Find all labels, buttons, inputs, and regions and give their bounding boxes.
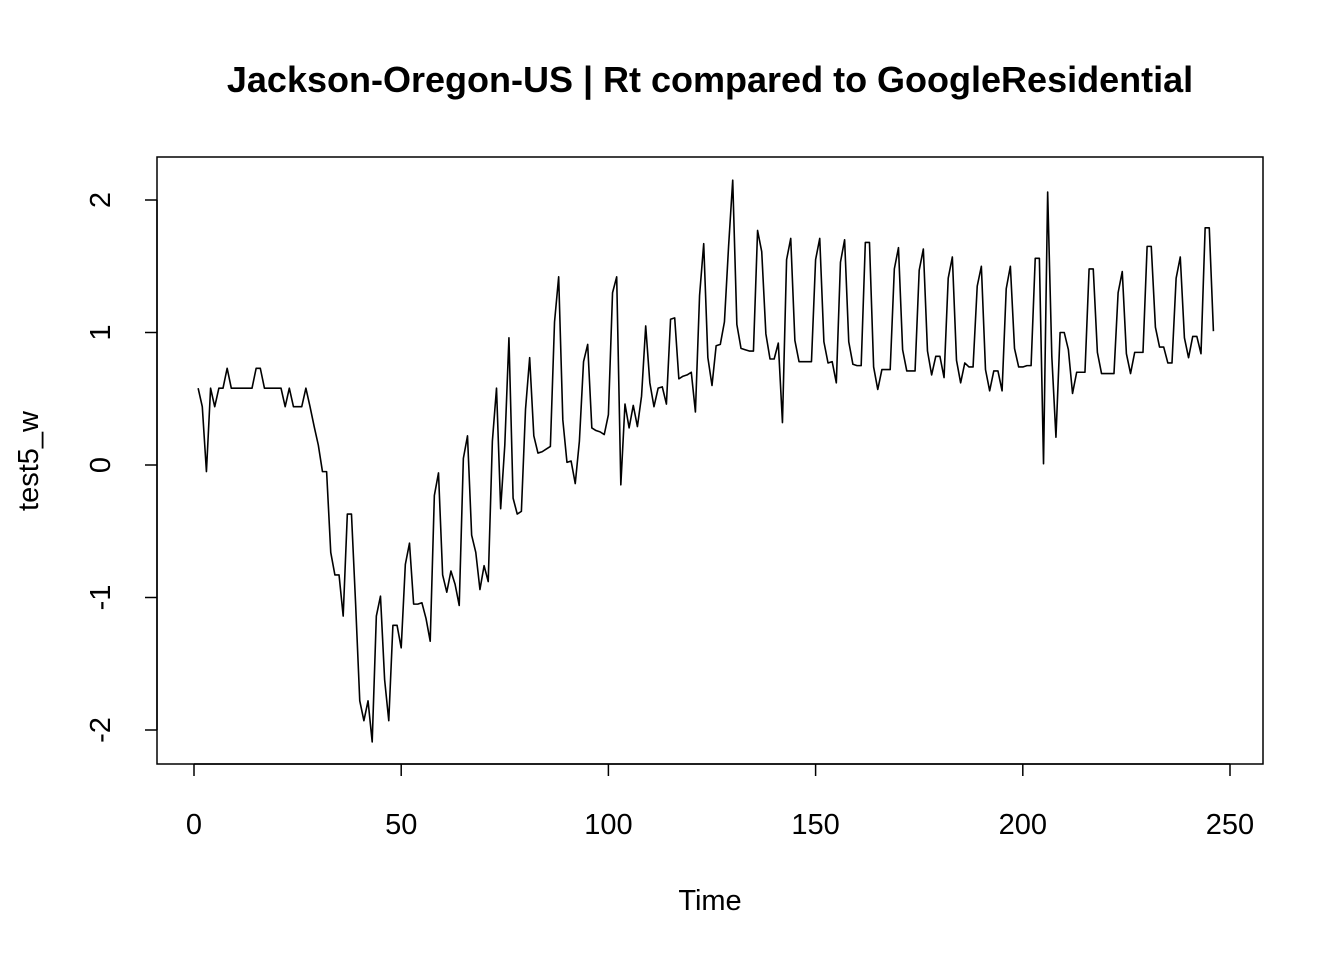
y-tick-label: 0 bbox=[85, 457, 117, 473]
x-axis-label: Time bbox=[678, 885, 741, 917]
y-tick-label: 2 bbox=[85, 192, 117, 208]
x-axis: 0 50 100 150 200 250 bbox=[186, 763, 1254, 841]
y-tick-label: 1 bbox=[85, 324, 117, 340]
chart-title: Jackson-Oregon-US | Rt compared to Googl… bbox=[227, 59, 1193, 101]
y-tick-label: -1 bbox=[85, 585, 117, 611]
y-axis-label: test5_w bbox=[13, 410, 45, 511]
x-tick-label: 150 bbox=[791, 809, 839, 841]
y-axis: -2 -1 0 1 2 bbox=[85, 192, 158, 743]
x-tick-label: 50 bbox=[385, 809, 417, 841]
plot-frame bbox=[156, 156, 1264, 765]
y-tick-label: -2 bbox=[85, 717, 117, 743]
x-tick-label: 0 bbox=[186, 809, 202, 841]
x-tick-label: 100 bbox=[584, 809, 632, 841]
series-line bbox=[197, 179, 1215, 743]
x-tick-label: 200 bbox=[999, 809, 1047, 841]
x-tick-label: 250 bbox=[1206, 809, 1254, 841]
